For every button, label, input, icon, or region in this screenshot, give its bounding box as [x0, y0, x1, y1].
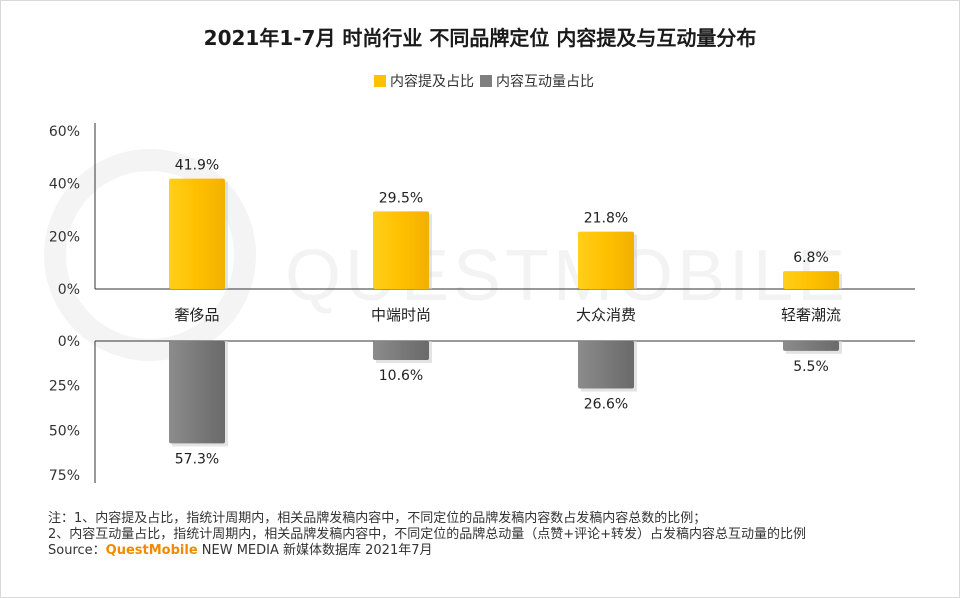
data-label-interaction: 57.3%	[175, 451, 219, 467]
note-line-1: 注：1、内容提及占比，指统计周期内，相关品牌发稿内容中，不同定位的品牌发稿内容数…	[48, 511, 707, 526]
bar-interaction	[169, 341, 225, 444]
legend-item-interaction: 内容互动量占比	[480, 71, 594, 91]
bar-interaction	[783, 341, 839, 351]
data-label-interaction: 5.5%	[793, 359, 829, 375]
note-line-2: 2、内容互动量占比，指统计周期内，相关品牌发稿内容中，不同定位的品牌总动量（点赞…	[48, 527, 807, 542]
category-label: 中端时尚	[371, 306, 431, 324]
bar-mention	[169, 178, 225, 289]
category-label: 大众消费	[576, 306, 636, 324]
bottom-y-tick-label: 0%	[58, 334, 80, 350]
watermark-logo-icon	[44, 149, 256, 361]
source-line: Source：QuestMobile NEW MEDIA 新媒体数据库 2021…	[48, 543, 928, 559]
source-prefix: Source：	[48, 543, 106, 558]
data-label-interaction: 26.6%	[584, 397, 628, 413]
legend-label-interaction: 内容互动量占比	[496, 74, 594, 90]
data-label-mention: 21.8%	[584, 211, 628, 227]
data-label-interaction: 10.6%	[379, 368, 423, 384]
bottom-y-tick-label: 75%	[49, 468, 80, 484]
legend-swatch-mention	[374, 75, 386, 87]
bottom-y-tick-label: 50%	[49, 423, 80, 439]
data-label-mention: 6.8%	[793, 250, 829, 266]
bar-interaction	[373, 341, 429, 360]
legend-swatch-interaction	[480, 75, 492, 87]
top-y-tick-label: 0%	[58, 282, 80, 298]
legend-item-mention: 内容提及占比	[374, 71, 474, 91]
top-y-tick-label: 20%	[49, 229, 80, 245]
top-y-tick-label: 60%	[49, 124, 80, 140]
data-label-mention: 41.9%	[175, 158, 219, 174]
category-label: 奢侈品	[174, 306, 219, 324]
watermark-text: QUESTMOBILE	[285, 236, 849, 316]
bar-mention	[783, 271, 839, 289]
chart-title: 2021年1-7月 时尚行业 不同品牌定位 内容提及与互动量分布	[203, 26, 757, 50]
category-label: 轻奢潮流	[781, 306, 841, 324]
top-y-tick-label: 40%	[49, 177, 80, 193]
bar-mention	[373, 211, 429, 289]
bar-interaction	[578, 341, 634, 389]
source-brand: QuestMobile	[105, 543, 198, 558]
source-suffix: NEW MEDIA 新媒体数据库 2021年7月	[197, 543, 433, 558]
bottom-y-tick-label: 25%	[49, 379, 80, 395]
data-label-mention: 29.5%	[379, 190, 423, 206]
bar-mention	[578, 231, 634, 289]
chart-area: QUESTMOBILE 0% 20% 40% 60% 0% 25% 50% 75% 奢侈品 中端…	[44, 123, 915, 484]
footnotes: 注：1、内容提及占比，指统计周期内，相关品牌发稿内容中，不同定位的品牌发稿内容数…	[48, 511, 928, 559]
legend: 内容提及占比 内容互动量占比	[374, 72, 600, 90]
legend-label-mention: 内容提及占比	[390, 74, 474, 90]
